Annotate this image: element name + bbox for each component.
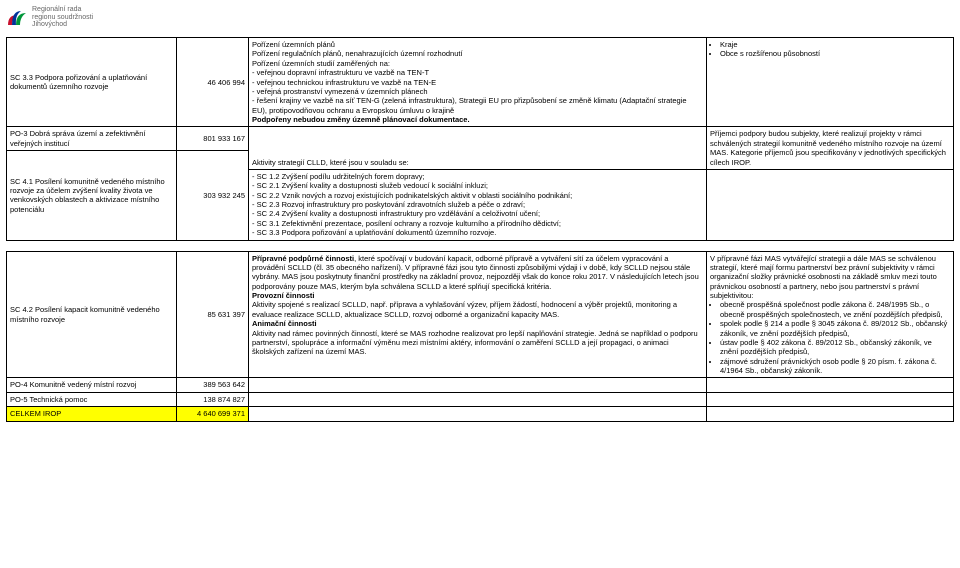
list-item: Kraje [720, 40, 950, 49]
header-logo: Regionální rada regionu soudržnosti Jiho… [6, 6, 954, 29]
cell-label-total: CELKEM IROP [7, 407, 177, 421]
cell-label: PO-5 Technická pomoc [7, 392, 177, 406]
list-item: obecně prospěšná společnost podle zákona… [720, 300, 950, 319]
cell-label: SC 3.3 Podpora pořizování a uplatňování … [7, 38, 177, 127]
list-item: Obce s rozšířenou působností [720, 49, 950, 58]
cell-desc: Přípravné podpůrné činnosti, které spočí… [249, 251, 707, 378]
cell-label: SC 4.2 Posílení kapacit komunitně vedené… [7, 251, 177, 378]
list-item: zájmové sdružení právnických osob podle … [720, 357, 950, 376]
list-item: ústav podle § 402 zákona č. 89/2012 Sb.,… [720, 338, 950, 357]
cell-label: PO-3 Dobrá správa území a zefektivnění v… [7, 127, 177, 151]
logo-line2: regionu soudržnosti [32, 14, 93, 22]
cell-right [707, 169, 954, 240]
cell-amount: 303 932 245 [177, 151, 249, 240]
cell-label: SC 4.1 Posílení komunitně vedeného místn… [7, 151, 177, 240]
cell-right [707, 392, 954, 406]
cell-right: KrajeObce s rozšířenou působností [707, 38, 954, 127]
cell-desc: Aktivity strategií CLLD, které jsou v so… [249, 127, 707, 170]
cell-desc: Pořízení územních plánů Pořízení regulač… [249, 38, 707, 127]
table-row: SC 4.2 Posílení kapacit komunitně vedené… [7, 251, 954, 378]
table-row: PO-3 Dobrá správa území a zefektivnění v… [7, 127, 954, 151]
cell-amount: 85 631 397 [177, 251, 249, 378]
cell-desc [249, 378, 707, 392]
main-table: SC 3.3 Podpora pořizování a uplatňování … [6, 37, 954, 422]
cell-desc [249, 407, 707, 421]
table-row-total: CELKEM IROP 4 640 699 371 [7, 407, 954, 421]
table-row: PO-5 Technická pomoc 138 874 827 [7, 392, 954, 406]
logo-line1: Regionální rada [32, 6, 93, 14]
logo-text: Regionální rada regionu soudržnosti Jiho… [32, 6, 93, 29]
cell-right: Příjemci podpory budou subjekty, které r… [707, 127, 954, 170]
cell-label: PO-4 Komunitně vedený místní rozvoj [7, 378, 177, 392]
table-row: SC 3.3 Podpora pořizování a uplatňování … [7, 38, 954, 127]
cell-amount: 389 563 642 [177, 378, 249, 392]
cell-amount: 138 874 827 [177, 392, 249, 406]
cell-desc [249, 392, 707, 406]
logo-line3: Jihovýchod [32, 21, 93, 29]
logo-icon [6, 9, 28, 27]
list-item: spolek podle § 214 a podle § 3045 zákona… [720, 319, 950, 338]
cell-amount: 46 406 994 [177, 38, 249, 127]
cell-amount-total: 4 640 699 371 [177, 407, 249, 421]
cell-desc: - SC 1.2 Zvýšení podílu udržitelných for… [249, 169, 707, 240]
cell-right: V přípravné fázi MAS vytvářející strateg… [707, 251, 954, 378]
cell-right [707, 407, 954, 421]
table-row: PO-4 Komunitně vedený místní rozvoj 389 … [7, 378, 954, 392]
cell-amount: 801 933 167 [177, 127, 249, 151]
cell-right [707, 378, 954, 392]
